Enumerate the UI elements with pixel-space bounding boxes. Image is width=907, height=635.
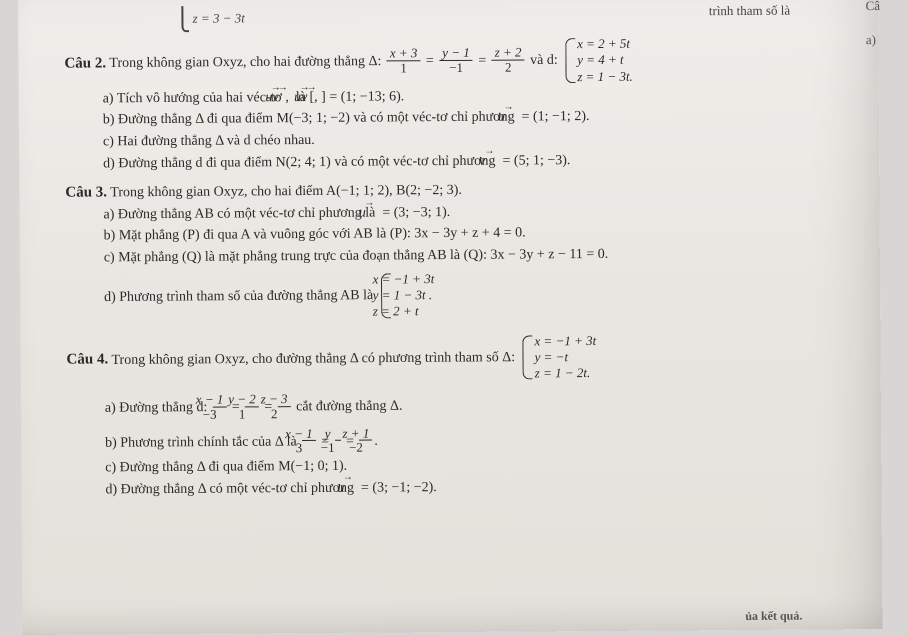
q4a-frac2: y − 21 bbox=[245, 393, 259, 421]
q3-head: Câu 3. bbox=[65, 184, 107, 200]
opt-text: cắt đường thẳng Δ. bbox=[296, 399, 403, 415]
opt-text: c) Mặt phẳng (Q) là mặt phẳng trung trực… bbox=[104, 247, 609, 266]
q2-d: d) Đường thẳng d đi qua điểm N(2; 4; 1) … bbox=[103, 148, 851, 175]
q4b-frac2: y−1 bbox=[335, 426, 341, 454]
sys-row: x = −1 + 3t bbox=[534, 333, 596, 350]
frac-den: −1 bbox=[335, 441, 341, 455]
opt-text: = (3; −1; −2). bbox=[357, 480, 436, 496]
frac-num: z − 3 bbox=[278, 392, 291, 407]
top-eq: z = 3 − 3t bbox=[193, 10, 245, 25]
frac-num: z + 2 bbox=[492, 46, 525, 61]
q4-head: Câu 4. bbox=[66, 352, 108, 368]
sys-row: z = 1 − 2t. bbox=[535, 365, 597, 382]
frac-den: −1 bbox=[439, 61, 473, 75]
frac-den: 2 bbox=[278, 407, 291, 421]
brace-icon: ⎩ bbox=[174, 7, 191, 32]
frac-num: y − 2 bbox=[245, 393, 259, 408]
opt-text: b) Phương trình chính tắc của Δ là bbox=[105, 434, 300, 450]
q4b-frac3: z + 1−2 bbox=[359, 426, 372, 454]
opt-text: = (5; 1; −3). bbox=[499, 153, 571, 168]
rm-1: Câ bbox=[866, 0, 881, 16]
frac-den: −2 bbox=[360, 441, 373, 455]
frac-den: 2 bbox=[492, 60, 525, 74]
rm-2: a) bbox=[866, 29, 881, 49]
sys-row: y = 4 + t bbox=[577, 52, 633, 69]
q2-system: x = 2 + 5t y = 4 + t z = 1 − 3t. bbox=[563, 36, 633, 85]
opt-text: a) Tích vô hướng của hai véc-tơ bbox=[103, 90, 286, 106]
q4a-frac1: x − 1−3 bbox=[213, 393, 227, 421]
right-margin-fragment: Câ a) bbox=[866, 0, 881, 49]
opt-text: c) Đường thẳng Δ đi qua điểm M(−1; 0; 1)… bbox=[105, 459, 347, 476]
sys-row: z = 2 + t bbox=[393, 303, 435, 320]
frac-den: 1 bbox=[387, 61, 421, 75]
frac-num: x + 3 bbox=[387, 46, 421, 61]
opt-text: b) Mặt phẳng (P) đi qua A và vuông góc v… bbox=[104, 226, 526, 244]
q2-head: Câu 2. bbox=[64, 55, 106, 71]
q4-system: x = −1 + 3t y = −t z = 1 − 2t. bbox=[520, 333, 596, 382]
q4-d: d) Đường thẳng Δ có một véc-tơ chỉ phươn… bbox=[105, 474, 853, 501]
opt-text: c) Hai đường thẳng Δ và d chéo nhau. bbox=[103, 133, 315, 149]
q4-a: a) Đường thẳng d: x − 1−3 = y − 21 = z −… bbox=[105, 389, 853, 423]
opt-text: b) Đường thẳng Δ đi qua điểm M(−3; 1; −2… bbox=[103, 110, 518, 128]
q2-frac1: x + 31 bbox=[387, 46, 421, 75]
top-tail: trình tham số là bbox=[709, 3, 790, 20]
q3-d: d) Phương trình tham số của đường thẳng … bbox=[104, 268, 852, 322]
opt-text: d) Đường thẳng Δ có một véc-tơ chỉ phươn… bbox=[105, 480, 357, 497]
bottom-fragment: ủa kết quả. bbox=[745, 609, 802, 624]
opt-text: d) Đường thẳng d đi qua điểm N(2; 4; 1) … bbox=[103, 153, 499, 171]
q4: Câu 4. Trong không gian Oxyz, cho đường … bbox=[66, 331, 852, 385]
q2-mid: và d: bbox=[530, 53, 561, 68]
q2: Câu 2. Trong không gian Oxyz, cho hai đư… bbox=[64, 34, 850, 88]
q2-frac3: z + 22 bbox=[492, 46, 525, 75]
opt-text: d) Phương trình tham số của đường thẳng … bbox=[104, 288, 377, 305]
frac-num: y − 1 bbox=[439, 46, 473, 61]
q2-body: Trong không gian Oxyz, cho hai đường thẳ… bbox=[109, 54, 381, 71]
sys-row: x = 2 + 5t bbox=[577, 36, 633, 53]
frac-num: x − 1 bbox=[213, 393, 227, 408]
q4-body: Trong không gian Oxyz, cho đường thẳng Δ… bbox=[111, 350, 518, 368]
opt-text: = (1; −1; 2). bbox=[518, 109, 590, 124]
q3-body: Trong không gian Oxyz, cho hai điểm A(−1… bbox=[110, 182, 462, 199]
frac-num: y bbox=[335, 426, 341, 441]
opt-text: = (1; −13; 6). bbox=[326, 89, 405, 105]
frac-den: 3 bbox=[302, 441, 316, 455]
page-scan: Câ a) trình tham số là ⎩z = 3 − 3t Câu 2… bbox=[18, 0, 882, 635]
q4a-frac3: z − 32 bbox=[278, 392, 291, 420]
top-fragment: trình tham số là ⎩z = 3 − 3t bbox=[174, 2, 850, 33]
opt-text: = (3; −3; 1). bbox=[379, 205, 451, 220]
sys-row: y = 1 − 3t . bbox=[393, 287, 435, 304]
q2-frac2: y − 1−1 bbox=[439, 46, 473, 75]
sys-row: z = 1 − 3t. bbox=[577, 68, 633, 85]
q3-system: x = −1 + 3t y = 1 − 3t . z = 2 + t bbox=[379, 271, 435, 320]
frac-num: x − 1 bbox=[302, 427, 316, 442]
sys-row: x = −1 + 3t bbox=[393, 271, 435, 288]
q3-c: c) Mặt phẳng (Q) là mặt phẳng trung trực… bbox=[104, 242, 852, 269]
opt-text: a) Đường thẳng AB có một véc-tơ chỉ phươ… bbox=[103, 205, 378, 222]
frac-den: 1 bbox=[245, 407, 259, 421]
frac-den: −3 bbox=[213, 408, 227, 422]
sys-row: y = −t bbox=[535, 349, 597, 366]
frac-num: z + 1 bbox=[359, 426, 372, 441]
q4b-frac1: x − 13 bbox=[302, 427, 316, 455]
